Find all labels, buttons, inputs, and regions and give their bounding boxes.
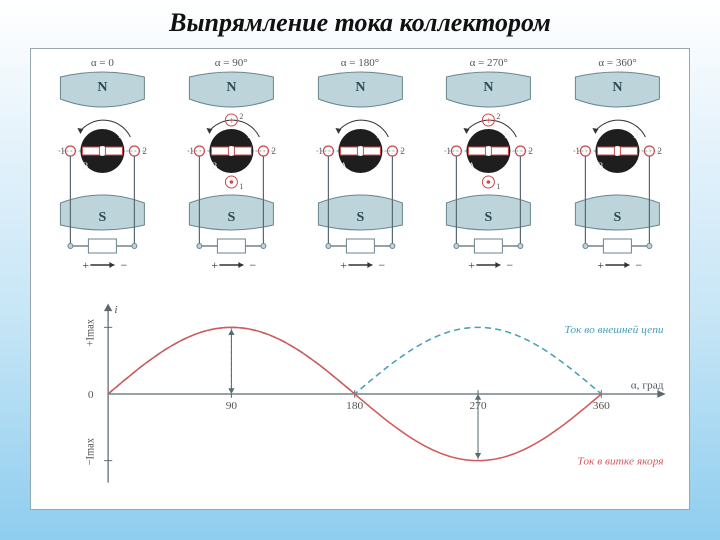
generator-diagram: α = 90° N S A B +2 1 1 2 + − [170,57,293,287]
alpha-label: α = 90° [170,57,293,69]
generator-diagram: α = 0 N S A B 1 2 + − [41,57,164,287]
svg-text:N: N [484,80,494,95]
svg-text:360: 360 [593,401,611,412]
alpha-label: α = 360° [556,57,679,69]
svg-text:1: 1 [60,146,65,156]
svg-text:A: A [634,130,641,140]
svg-text:B: B [82,161,88,171]
svg-text:α, град: α, град [631,380,664,391]
generator-row: α = 0 N S A B 1 2 + − α = 90° N S A B +2 1 1 2 + − α = 180° N… [41,57,679,287]
svg-text:i: i [114,304,117,315]
svg-text:S: S [485,210,493,225]
svg-text:+: + [486,116,492,127]
svg-text:B: B [598,161,604,171]
svg-text:+: + [228,116,234,127]
svg-text:B: B [505,130,511,140]
svg-text:N: N [97,80,107,95]
svg-text:+: + [211,258,218,272]
svg-text:−: − [249,258,256,272]
svg-text:A: A [118,130,125,140]
svg-text:+: + [469,258,476,272]
svg-text:2: 2 [400,146,405,156]
slide-frame: Выпрямление тока коллектором α = 0 N S A B 1 2… [0,0,720,540]
generator-svg: N S A B 1 2 + − [41,71,164,281]
svg-text:A: A [340,161,347,171]
alpha-label: α = 180° [299,57,422,69]
svg-text:Ток в витке якоря: Ток в витке якоря [577,456,663,467]
svg-text:B: B [211,161,217,171]
svg-text:S: S [99,210,107,225]
svg-text:+: + [82,258,89,272]
svg-text:1: 1 [447,146,452,156]
generator-svg: N S B A +2 1 1 2 + − [427,71,550,281]
svg-text:−: − [636,258,643,272]
svg-text:1: 1 [189,146,194,156]
svg-text:−: − [507,258,514,272]
alpha-label: α = 0 [41,57,164,69]
page-title: Выпрямление тока коллектором [0,8,720,38]
generator-svg: N S A B 1 2 + − [556,71,679,281]
generator-svg: N S A B +2 1 1 2 + − [170,71,293,281]
generator-diagram: α = 360° N S A B 1 2 + − [556,57,679,287]
svg-text:1: 1 [318,146,323,156]
figure-panel: α = 0 N S A B 1 2 + − α = 90° N S A B +2 1 1 2 + − α = 180° N… [30,48,690,510]
svg-text:S: S [614,210,622,225]
svg-text:N: N [355,80,365,95]
chart-svg: +Imax−Imax090180270360Ток во внешней цеп… [51,294,674,494]
svg-text:1: 1 [576,146,581,156]
svg-text:180: 180 [346,401,364,412]
generator-diagram: α = 270° N S B A +2 1 1 2 + − [427,57,550,287]
svg-text:2: 2 [497,112,501,121]
svg-text:0: 0 [88,389,94,400]
svg-text:2: 2 [271,146,276,156]
svg-text:1: 1 [497,182,501,191]
svg-text:2: 2 [239,112,243,121]
svg-text:+: + [340,258,347,272]
svg-text:S: S [356,210,364,225]
svg-text:−Imax: −Imax [84,438,97,466]
svg-text:2: 2 [529,146,534,156]
svg-text:+Imax: +Imax [84,318,97,346]
svg-text:90: 90 [226,401,238,412]
svg-text:−: − [120,258,127,272]
svg-text:A: A [247,130,254,140]
svg-text:N: N [613,80,623,95]
svg-text:A: A [469,161,476,171]
svg-text:2: 2 [658,146,663,156]
generator-svg: N S B A 1 2 + − [299,71,422,281]
alpha-label: α = 270° [427,57,550,69]
svg-text:1: 1 [239,182,243,191]
svg-text:Ток во внешней цепи: Ток во внешней цепи [564,324,664,335]
svg-text:+: + [598,258,605,272]
svg-text:B: B [376,130,382,140]
svg-text:N: N [226,80,236,95]
svg-text:2: 2 [142,146,147,156]
current-chart: +Imax−Imax090180270360Ток во внешней цеп… [51,294,674,494]
generator-diagram: α = 180° N S B A 1 2 + − [299,57,422,287]
svg-text:S: S [227,210,235,225]
svg-text:−: − [378,258,385,272]
